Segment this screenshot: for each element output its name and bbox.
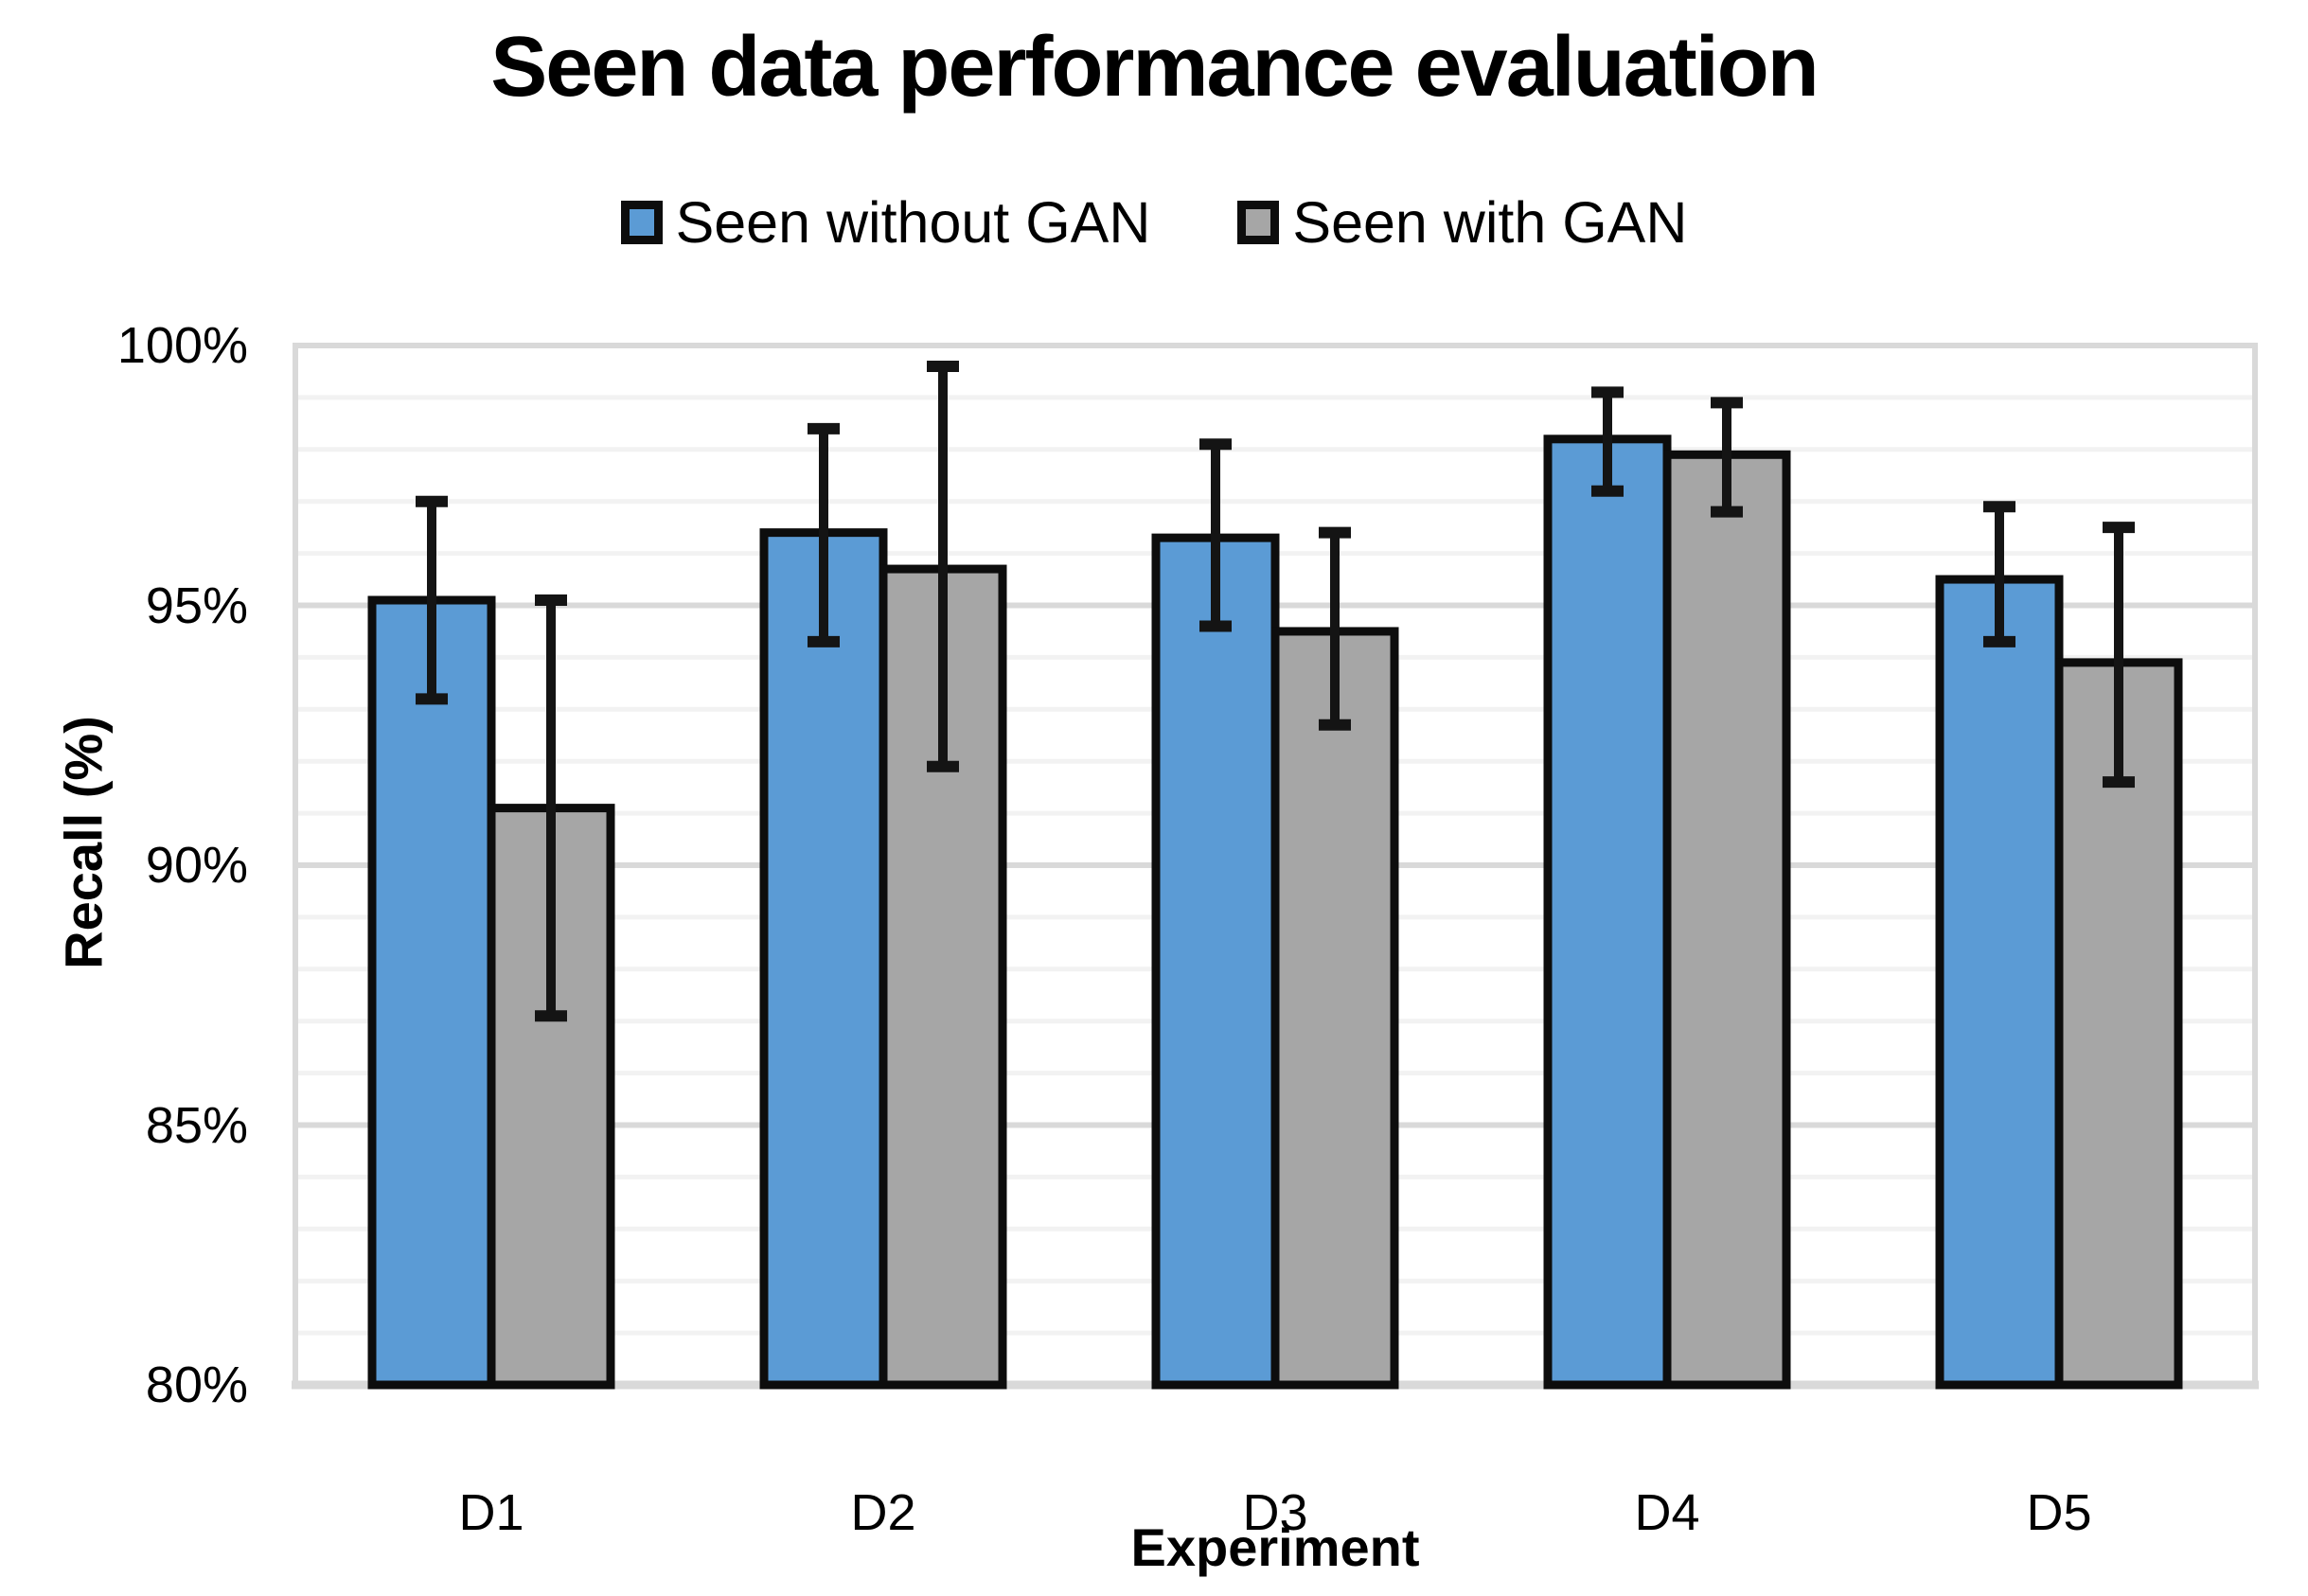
y-axis-title: Recall (%) <box>53 716 114 969</box>
x-axis-title: Experiment <box>1130 1517 1420 1577</box>
x-category-label-d2: D2 <box>850 1484 916 1541</box>
bar-seen-without-gan-d1 <box>367 595 496 1390</box>
x-category-label-d4: D4 <box>1634 1484 1700 1541</box>
x-category-label-d3: D3 <box>1242 1484 1308 1541</box>
bar-seen-without-gan-d2 <box>759 528 888 1390</box>
x-category-label-d5: D5 <box>2026 1484 2092 1541</box>
x-category-label-d1: D1 <box>458 1484 524 1541</box>
bar-seen-without-gan-d3 <box>1151 533 1280 1390</box>
y-tick-label-80: 80% <box>145 1357 248 1413</box>
chart-title: Seen data performance evaluation <box>490 20 1820 115</box>
legend: Seen without GAN Seen with GAN <box>0 189 2308 256</box>
legend-item-seen-without-gan: Seen without GAN <box>620 189 1151 256</box>
legend-label: Seen with GAN <box>1292 190 1688 255</box>
bar-seen-without-gan-d5 <box>1935 575 2064 1390</box>
y-tick-label-90: 90% <box>145 837 248 894</box>
legend-marker-icon <box>620 201 663 244</box>
bar-seen-with-gan-d4 <box>1662 450 1791 1390</box>
legend-label: Seen without GAN <box>675 190 1151 255</box>
bar-seen-without-gan-d4 <box>1543 434 1672 1390</box>
y-tick-label-95: 95% <box>145 576 248 634</box>
bar-seen-with-gan-d3 <box>1270 627 1399 1390</box>
y-tick-label-85: 85% <box>145 1096 248 1154</box>
legend-item-seen-with-gan: Seen with GAN <box>1237 189 1687 256</box>
legend-marker-icon <box>1237 201 1280 244</box>
y-tick-label-100: 100% <box>116 317 248 374</box>
